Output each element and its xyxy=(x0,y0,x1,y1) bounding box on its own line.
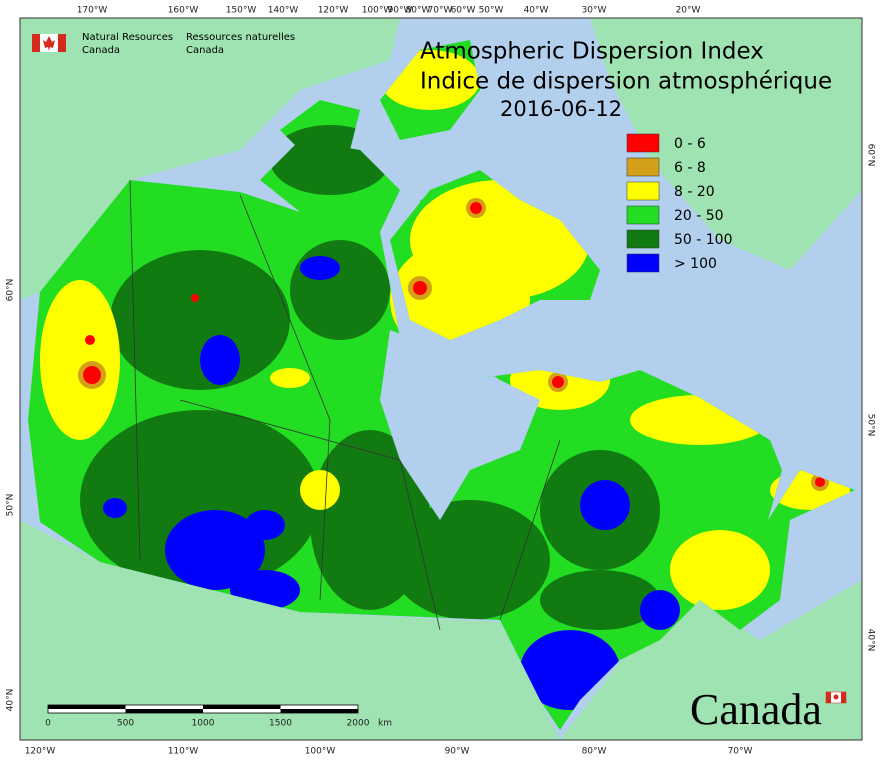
scale-label: 0 xyxy=(45,719,51,729)
left-label: 50°N xyxy=(6,494,16,517)
top-label: 120°W xyxy=(318,6,349,16)
top-label: 90°W xyxy=(388,6,413,16)
top-label: 160°W xyxy=(168,6,199,16)
title: Atmospheric Dispersion Index xyxy=(420,39,764,65)
scale-bar: 0 500 1000 1500 2000 km xyxy=(45,704,392,729)
borders xyxy=(129,179,561,631)
flag-band xyxy=(32,34,40,52)
zone-0-6 xyxy=(83,202,825,487)
agency-fr: Canada xyxy=(186,45,224,56)
flag-band xyxy=(841,692,846,703)
legend-label: 0 - 6 xyxy=(674,136,706,152)
legend-label: 50 - 100 xyxy=(674,232,733,248)
top-label: 140°W xyxy=(268,6,299,16)
wordmark: Canada xyxy=(690,685,847,734)
top-label: 70°W xyxy=(428,6,453,16)
scale-label: 500 xyxy=(117,719,134,729)
top-label: 100°W xyxy=(362,6,393,16)
legend-swatch xyxy=(626,229,660,249)
flag-band xyxy=(58,34,66,52)
map-body xyxy=(20,18,862,740)
top-label: 150°W xyxy=(226,6,257,16)
graticule-labels: 170°W 160°W 150°W 140°W 120°W 100°W90°W80°W70… xyxy=(6,6,876,757)
top-label: 20°W xyxy=(676,6,701,16)
agency-en: Natural Resources xyxy=(82,32,173,43)
legend: 0 - 6 6 - 8 8 - 20 20 - 50 50 - 100 > 100 xyxy=(626,133,733,273)
left-label: 40°N xyxy=(6,689,16,712)
maple-leaf xyxy=(43,36,55,51)
bottom-label: 80°W xyxy=(582,747,607,757)
united-states xyxy=(20,520,862,740)
maple-leaf xyxy=(833,694,839,700)
flag-band xyxy=(826,692,831,703)
bottom-label: 90°W xyxy=(445,747,470,757)
alaska-land xyxy=(20,18,400,300)
bottom-label: 120°W xyxy=(25,747,56,757)
scale-unit: km xyxy=(378,719,392,729)
agency-signature: Natural Resources Canada Ressources natu… xyxy=(32,32,295,56)
top-label: 40°W xyxy=(524,6,549,16)
bottom-label: 100°W xyxy=(305,747,336,757)
scale-bar-segment xyxy=(203,705,281,709)
legend-label: 8 - 20 xyxy=(674,184,715,200)
right-label: 40°N xyxy=(866,629,876,652)
wordmark-text: Canada xyxy=(690,685,822,734)
top-label: 60°W xyxy=(451,6,476,16)
top-label: 170°W xyxy=(77,6,108,16)
legend-label: > 100 xyxy=(674,256,717,272)
right-label: 60°N xyxy=(866,144,876,167)
legend-swatch xyxy=(626,205,660,225)
top-label: 30°W xyxy=(582,6,607,16)
bottom-label: 110°W xyxy=(168,747,199,757)
scale-label: 1500 xyxy=(269,719,292,729)
scale-label: 1000 xyxy=(192,719,215,729)
scale-bar-segment xyxy=(280,709,358,713)
title: Indice de dispersion atmosphérique xyxy=(420,69,832,95)
agency-en: Canada xyxy=(82,45,120,56)
scale-label: 2000 xyxy=(347,719,370,729)
date: 2016-06-12 xyxy=(500,97,622,121)
top-label: 50°W xyxy=(479,6,504,16)
right-label: 50°N xyxy=(866,414,876,437)
agency-fr: Ressources naturelles xyxy=(186,32,295,43)
greenland xyxy=(590,18,862,270)
bottom-label: 70°W xyxy=(728,747,753,757)
legend-swatch xyxy=(626,157,660,177)
legend-label: 20 - 50 xyxy=(674,208,724,224)
left-label: 60°N xyxy=(6,279,16,302)
legend-swatch xyxy=(626,133,660,153)
frame xyxy=(19,17,863,741)
legend-label: 6 - 8 xyxy=(674,160,706,176)
scale-bar-segment xyxy=(125,709,203,713)
hudson-bay xyxy=(380,330,540,520)
legend-swatch xyxy=(626,253,660,273)
legend-swatch xyxy=(626,181,660,201)
top-label: 80°W xyxy=(406,6,431,16)
scale-bar-segment xyxy=(48,705,126,709)
